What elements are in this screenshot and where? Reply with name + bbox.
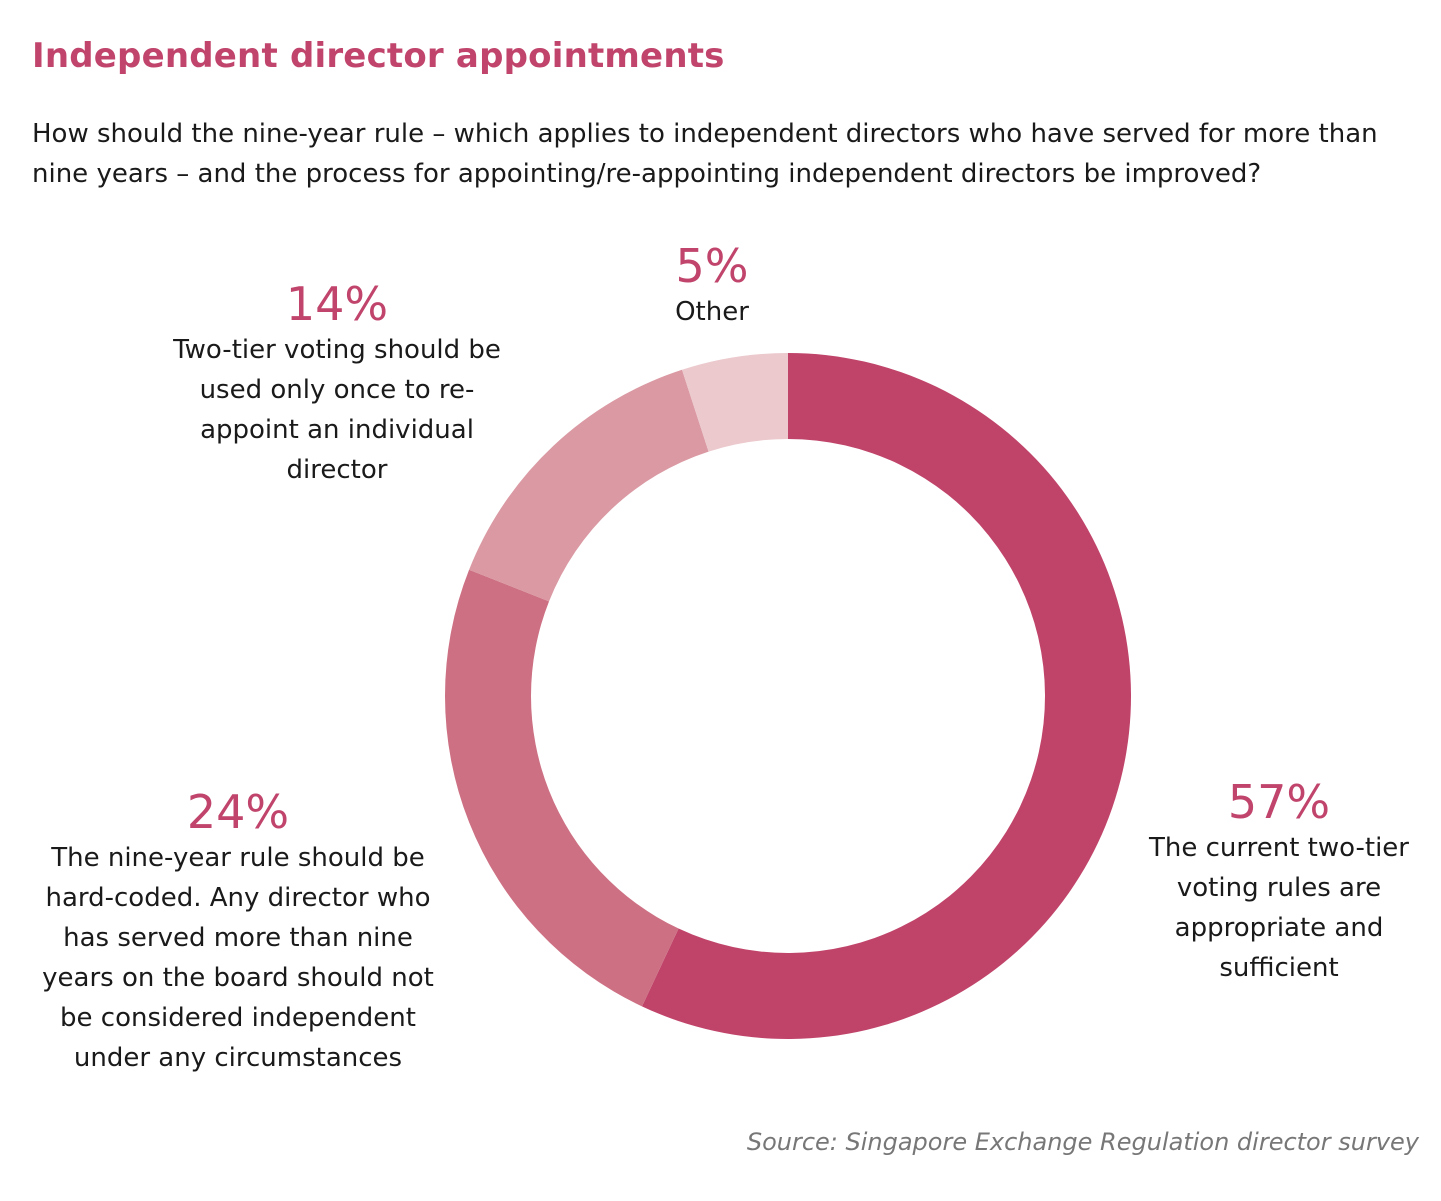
slice-text-current-rules: The current two-tier voting rules are ap… — [1148, 833, 1409, 983]
donut-slice-current-rules — [641, 353, 1132, 1039]
donut-slice-other — [682, 353, 788, 452]
slice-text-two-tier-once: Two-tier voting should be used only once… — [173, 335, 501, 485]
slice-label-hard-coded: 24% The nine-year rule should be hard-co… — [28, 786, 448, 1078]
slice-percent-current-rules: 57% — [1227, 775, 1331, 829]
slice-percent-other: 5% — [675, 239, 749, 293]
chart-title: Independent director appointments — [32, 36, 725, 76]
slice-text-hard-coded: The nine-year rule should be hard-coded.… — [42, 843, 434, 1073]
slice-text-other: Other — [675, 297, 749, 327]
chart-subtitle: How should the nine-year rule – which ap… — [32, 119, 1378, 189]
donut-slice-hard-coded — [444, 569, 679, 1007]
donut-slice-two-tier-once — [469, 369, 709, 602]
slice-label-two-tier-once: 14% Two-tier voting should be used only … — [172, 278, 502, 490]
chart-source: Source: Singapore Exchange Regulation di… — [746, 1128, 1419, 1156]
slice-label-current-rules: 57% The current two-tier voting rules ar… — [1129, 776, 1429, 988]
slice-percent-two-tier-once: 14% — [285, 277, 389, 331]
slice-percent-hard-coded: 24% — [186, 785, 290, 839]
slice-label-other: 5% Other — [632, 240, 792, 332]
